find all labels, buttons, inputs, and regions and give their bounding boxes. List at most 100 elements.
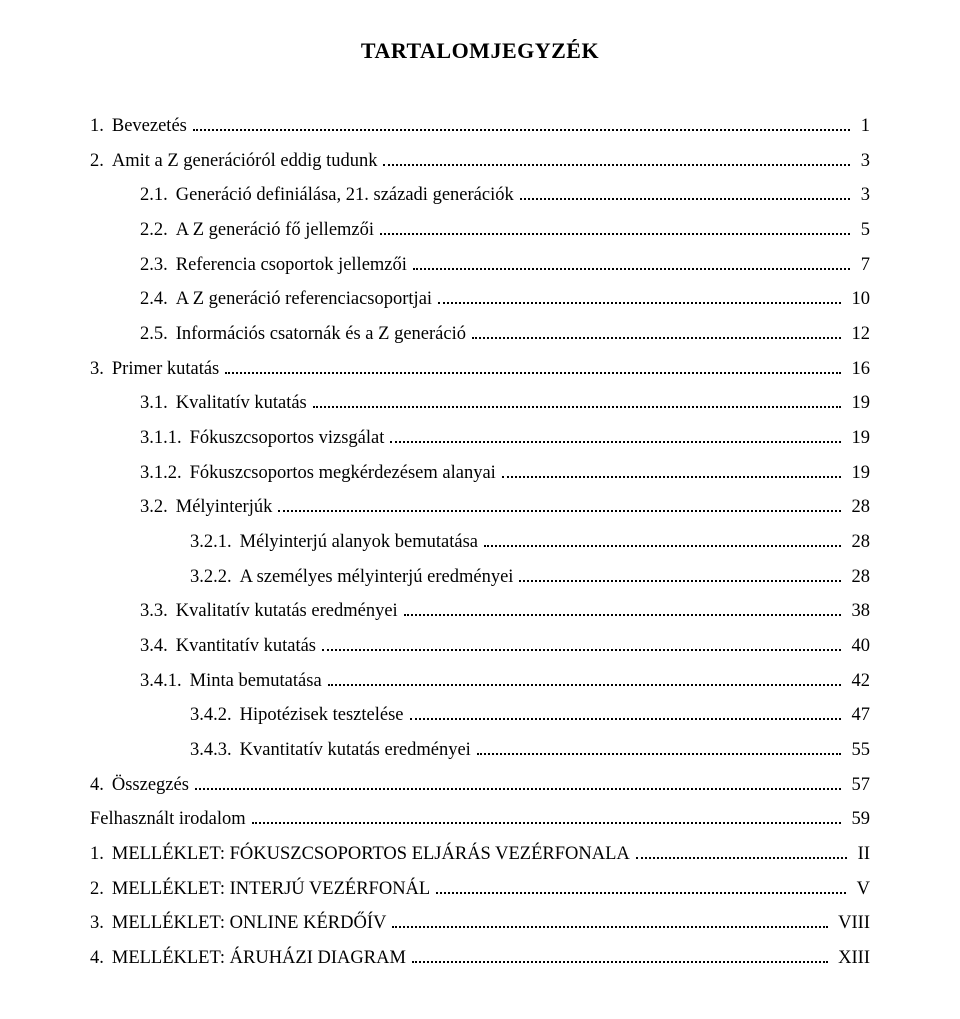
toc-entry-number: 3.1.2. (140, 459, 190, 488)
toc-leader (390, 429, 841, 443)
toc-entry-label: MELLÉKLET: INTERJÚ VEZÉRFONÁL (112, 875, 430, 904)
toc-entry: 3.4.3.Kvantitatív kutatás eredményei 55 (90, 736, 870, 765)
toc-entry-label: MELLÉKLET: FÓKUSZCSOPORTOS ELJÁRÁS VEZÉR… (112, 840, 630, 869)
toc-entry: 3.4.Kvantitatív kutatás 40 (90, 632, 870, 661)
toc-entry-number: 2.2. (140, 216, 176, 245)
toc-entry-number: 3.4.3. (190, 736, 240, 765)
toc-entry-label: Mélyinterjúk (176, 493, 273, 522)
toc-entry-label: A Z generáció referenciacsoportjai (176, 285, 432, 314)
toc-entry: 3.4.2.Hipotézisek tesztelése 47 (90, 701, 870, 730)
toc-entry-number: 1. (90, 840, 112, 869)
toc-entry: 3.1.Kvalitatív kutatás 19 (90, 389, 870, 418)
toc-entry-label: Összegzés (112, 771, 189, 800)
toc-entry-number: 2. (90, 147, 112, 176)
toc-entry-label: Kvantitatív kutatás (176, 632, 316, 661)
toc-entry-page: 28 (847, 493, 870, 522)
toc-entry-label: A személyes mélyinterjú eredményei (240, 563, 514, 592)
toc-entry-page: 55 (847, 736, 870, 765)
toc-entry: 2.4.A Z generáció referenciacsoportjai 1… (90, 285, 870, 314)
toc-entry-page: 5 (856, 216, 870, 245)
toc-entry-page: 57 (847, 771, 870, 800)
toc-entry-page: 3 (856, 147, 870, 176)
toc-entry-page: V (852, 875, 870, 904)
toc-entry-label: Referencia csoportok jellemzői (176, 251, 407, 280)
toc-entry-number: 3.2. (140, 493, 176, 522)
toc-entry: Felhasznált irodalom 59 (90, 805, 870, 834)
toc-entry-number: 3. (90, 355, 112, 384)
toc-leader (519, 568, 840, 582)
toc-entry-page: 28 (847, 563, 870, 592)
toc-entry: 3.2.Mélyinterjúk 28 (90, 493, 870, 522)
toc-entry-label: Kvalitatív kutatás eredményei (176, 597, 398, 626)
toc-entry-page: 1 (856, 112, 870, 141)
toc-entry-label: Információs csatornák és a Z generáció (176, 320, 466, 349)
toc-entry: 2.2.A Z generáció fő jellemzői 5 (90, 216, 870, 245)
toc-entry-label: Amit a Z generációról eddig tudunk (112, 147, 378, 176)
toc-entry-number: 3.4.2. (190, 701, 240, 730)
toc-leader (193, 117, 850, 131)
toc-leader (484, 533, 841, 547)
toc-entry: 3.1.2.Fókuszcsoportos megkérdezésem alan… (90, 459, 870, 488)
toc-entry: 3.3.Kvalitatív kutatás eredményei 38 (90, 597, 870, 626)
toc-entry-number: 3.2.1. (190, 528, 240, 557)
toc-entry-page: 42 (847, 667, 870, 696)
toc-entry: 3.1.1.Fókuszcsoportos vizsgálat 19 (90, 424, 870, 453)
toc-entry: 1.Bevezetés 1 (90, 112, 870, 141)
toc-leader (383, 152, 850, 166)
toc-entry-number: 3.1.1. (140, 424, 190, 453)
toc-entry-number: 2. (90, 875, 112, 904)
toc-entry-page: 19 (847, 459, 870, 488)
toc-entry-label: Fókuszcsoportos vizsgálat (190, 424, 385, 453)
toc-entry-number: 3.4. (140, 632, 176, 661)
toc-entry: 1.MELLÉKLET: FÓKUSZCSOPORTOS ELJÁRÁS VEZ… (90, 840, 870, 869)
toc-entry: 2.1.Generáció definiálása, 21. századi g… (90, 181, 870, 210)
toc-entry-label: Kvantitatív kutatás eredményei (240, 736, 471, 765)
toc-entry-page: 47 (847, 701, 870, 730)
toc-leader (252, 810, 841, 824)
toc-entry-number: 2.1. (140, 181, 176, 210)
toc-leader (520, 186, 850, 200)
toc-entry-page: 19 (847, 389, 870, 418)
toc-entry-page: II (853, 840, 870, 869)
toc-entry-page: VIII (834, 909, 870, 938)
toc-entry-label: MELLÉKLET: ÁRUHÁZI DIAGRAM (112, 944, 406, 973)
toc-title: TARTALOMJEGYZÉK (90, 38, 870, 64)
toc-entry: 2.3.Referencia csoportok jellemzői 7 (90, 251, 870, 280)
toc-entry-number: 3.1. (140, 389, 176, 418)
toc-entry: 2.Amit a Z generációról eddig tudunk 3 (90, 147, 870, 176)
toc-entry-page: 19 (847, 424, 870, 453)
toc-entry-label: Minta bemutatása (190, 667, 322, 696)
toc-entry-page: 3 (856, 181, 870, 210)
toc-entry-page: 7 (856, 251, 870, 280)
toc-leader (436, 880, 846, 894)
toc-leader (322, 637, 841, 651)
toc-entry-number: 3.2.2. (190, 563, 240, 592)
toc-entry-label: Mélyinterjú alanyok bemutatása (240, 528, 478, 557)
toc-entry: 3.2.1.Mélyinterjú alanyok bemutatása 28 (90, 528, 870, 557)
toc-entry-number: 3. (90, 909, 112, 938)
toc-leader (410, 706, 841, 720)
toc-entry-number: 4. (90, 944, 112, 973)
toc-entry-number: 2.5. (140, 320, 176, 349)
toc-entry-page: XIII (834, 944, 870, 973)
toc-leader (502, 464, 841, 478)
toc-entry-page: 10 (847, 285, 870, 314)
toc-list: 1.Bevezetés 12.Amit a Z generációról edd… (90, 112, 870, 973)
toc-entry: 3.Primer kutatás 16 (90, 355, 870, 384)
page: TARTALOMJEGYZÉK 1.Bevezetés 12.Amit a Z … (0, 0, 960, 1019)
toc-entry-number: 2.4. (140, 285, 176, 314)
toc-entry: 3.4.1.Minta bemutatása 42 (90, 667, 870, 696)
toc-entry-label: Kvalitatív kutatás (176, 389, 307, 418)
toc-entry-page: 12 (847, 320, 870, 349)
toc-entry-number: 4. (90, 771, 112, 800)
toc-entry: 4.Összegzés 57 (90, 771, 870, 800)
toc-leader (413, 256, 850, 270)
toc-entry-label: Primer kutatás (112, 355, 219, 384)
toc-entry-label: MELLÉKLET: ONLINE KÉRDŐÍV (112, 909, 386, 938)
toc-leader (472, 325, 841, 339)
toc-leader (313, 394, 841, 408)
toc-entry-number: 1. (90, 112, 112, 141)
toc-entry-label: Generáció definiálása, 21. századi gener… (176, 181, 514, 210)
toc-entry-page: 28 (847, 528, 870, 557)
toc-entry-number: 2.3. (140, 251, 176, 280)
